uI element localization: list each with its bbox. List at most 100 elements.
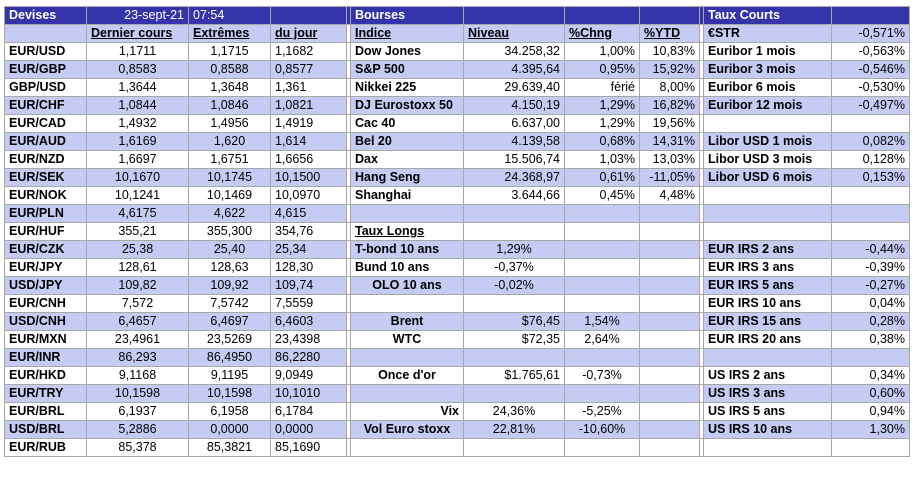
- index-change: [564, 438, 640, 457]
- index-ytd: [639, 204, 700, 223]
- table-row: EUR/AUD 1,6169 1,620 1,614 Bel 20 4.139,58 0,6…: [4, 132, 910, 151]
- index-ytd: -11,05%: [639, 168, 700, 187]
- currency-pair: EUR/CZK: [4, 240, 87, 259]
- index-change: 1,29%: [564, 96, 640, 115]
- index-level: 6.637,00: [463, 114, 565, 133]
- index-ytd: [639, 312, 700, 331]
- currency-pair: EUR/USD: [4, 42, 87, 61]
- ytd-header: %YTD: [639, 24, 700, 43]
- index-level: [463, 348, 565, 367]
- index-name: Nikkei 225: [350, 78, 464, 97]
- estr-value: -0,571%: [831, 24, 910, 43]
- index-change: -5,25%: [564, 402, 640, 421]
- rate-value: -0,44%: [831, 240, 910, 259]
- rate-name: Libor USD 1 mois: [703, 132, 832, 151]
- high-price: 10,1469: [188, 186, 271, 205]
- table-row: EUR/JPY 128,61 128,63 128,30 Bund 10 ans -0,3…: [4, 258, 910, 277]
- index-name: S&P 500: [350, 60, 464, 79]
- index-level: 22,81%: [463, 420, 565, 439]
- last-price: 1,6169: [86, 132, 189, 151]
- rate-name: Euribor 12 mois: [703, 96, 832, 115]
- index-name: Bund 10 ans: [350, 258, 464, 277]
- currency-pair: EUR/SEK: [4, 168, 87, 187]
- last-price: 25,38: [86, 240, 189, 259]
- last-price: 1,3644: [86, 78, 189, 97]
- index-change: 2,64%: [564, 330, 640, 349]
- last-price: 6,4657: [86, 312, 189, 331]
- index-name: Dow Jones: [350, 42, 464, 61]
- currency-pair: EUR/AUD: [4, 132, 87, 151]
- index-ytd: [639, 222, 700, 241]
- index-level: 24.368,97: [463, 168, 565, 187]
- currency-pair: USD/BRL: [4, 420, 87, 439]
- index-level: 1,29%: [463, 240, 565, 259]
- high-price: 4,622: [188, 204, 271, 223]
- rate-name: US IRS 2 ans: [703, 366, 832, 385]
- low-price: 128,30: [270, 258, 347, 277]
- last-price: 85,378: [86, 438, 189, 457]
- high-price: 1,1715: [188, 42, 271, 61]
- niveau-header: Niveau: [463, 24, 565, 43]
- low-price: 1,614: [270, 132, 347, 151]
- rate-name: [703, 204, 832, 223]
- low-price: 10,1500: [270, 168, 347, 187]
- table-row: EUR/PLN 4,6175 4,622 4,615: [4, 204, 910, 223]
- high-price: 0,0000: [188, 420, 271, 439]
- index-change: 0,68%: [564, 132, 640, 151]
- table-row: EUR/SEK 10,1670 10,1745 10,1500 Hang Seng 24.…: [4, 168, 910, 187]
- table-row: EUR/RUB 85,378 85,3821 85,1690: [4, 438, 910, 457]
- low-price: 6,1784: [270, 402, 347, 421]
- rate-value: 0,082%: [831, 132, 910, 151]
- low-price: 1,361: [270, 78, 347, 97]
- rate-value: 0,04%: [831, 294, 910, 313]
- low-price: 0,0000: [270, 420, 347, 439]
- rate-value: 0,28%: [831, 312, 910, 331]
- index-level: $1.765,61: [463, 366, 565, 385]
- rate-value: -0,546%: [831, 60, 910, 79]
- index-change: [564, 240, 640, 259]
- index-ytd: [639, 366, 700, 385]
- index-ytd: 13,03%: [639, 150, 700, 169]
- currency-pair: EUR/HUF: [4, 222, 87, 241]
- rate-value: -0,39%: [831, 258, 910, 277]
- table-row: EUR/USD 1,1711 1,1715 1,1682 Dow Jones 34.258…: [4, 42, 910, 61]
- index-name: Shanghai: [350, 186, 464, 205]
- rate-value: 0,153%: [831, 168, 910, 187]
- rate-value: [831, 222, 910, 241]
- index-name: DJ Eurostoxx 50: [350, 96, 464, 115]
- table-body: Devises 23-sept-21 07:54 Bourses Taux Co…: [4, 6, 910, 457]
- table-row: EUR/INR 86,293 86,4950 86,2280: [4, 348, 910, 367]
- index-change: 1,00%: [564, 42, 640, 61]
- high-price: 25,40: [188, 240, 271, 259]
- index-level: 4.395,64: [463, 60, 565, 79]
- index-ytd: [639, 294, 700, 313]
- index-change: [564, 204, 640, 223]
- index-level: [463, 222, 565, 241]
- high-price: 6,4697: [188, 312, 271, 331]
- rate-name: EUR IRS 15 ans: [703, 312, 832, 331]
- rate-value: [831, 348, 910, 367]
- index-ytd: [639, 330, 700, 349]
- last-price: 10,1241: [86, 186, 189, 205]
- last-price: 109,82: [86, 276, 189, 295]
- last-price: 0,8583: [86, 60, 189, 79]
- index-change: 1,03%: [564, 150, 640, 169]
- empty-cell: [270, 6, 347, 25]
- rate-value: -0,530%: [831, 78, 910, 97]
- high-price: 355,300: [188, 222, 271, 241]
- index-change: [564, 294, 640, 313]
- market-rates-table: Devises 23-sept-21 07:54 Bourses Taux Co…: [4, 6, 910, 457]
- rate-value: [831, 114, 910, 133]
- index-ytd: 10,83%: [639, 42, 700, 61]
- index-name: Once d'or: [350, 366, 464, 385]
- index-change: 1,29%: [564, 114, 640, 133]
- rate-name: Libor USD 6 mois: [703, 168, 832, 187]
- index-name: Dax: [350, 150, 464, 169]
- index-name: OLO 10 ans: [350, 276, 464, 295]
- currency-pair: EUR/PLN: [4, 204, 87, 223]
- chng-header: %Chng: [564, 24, 640, 43]
- index-ytd: [639, 276, 700, 295]
- rate-name: EUR IRS 10 ans: [703, 294, 832, 313]
- rate-name: [703, 348, 832, 367]
- index-ytd: [639, 348, 700, 367]
